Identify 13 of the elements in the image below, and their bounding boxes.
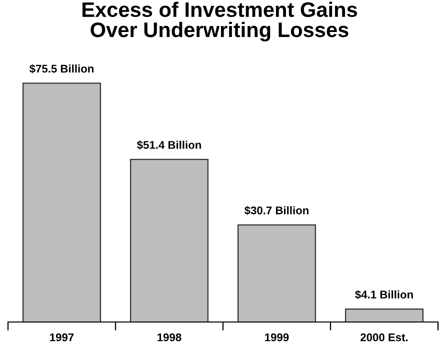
data-label: $30.7 Billion	[244, 206, 308, 216]
x-tick-label: 1997	[50, 333, 74, 342]
x-tick-label: 1999	[265, 333, 289, 342]
bar	[22, 82, 102, 322]
x-tick-label: 1998	[158, 333, 182, 342]
chart-title: Excess of Investment Gains Over Underwriting Losses	[82, 2, 358, 42]
x-tick-label: 2000 Est.	[360, 333, 408, 342]
data-label: $51.4 Billion	[136, 140, 201, 150]
data-label: $75.5 Billion	[29, 64, 94, 74]
bar	[344, 308, 424, 322]
data-label: $4.1 Billion	[355, 290, 413, 300]
bar	[237, 224, 316, 322]
bar	[130, 158, 209, 322]
